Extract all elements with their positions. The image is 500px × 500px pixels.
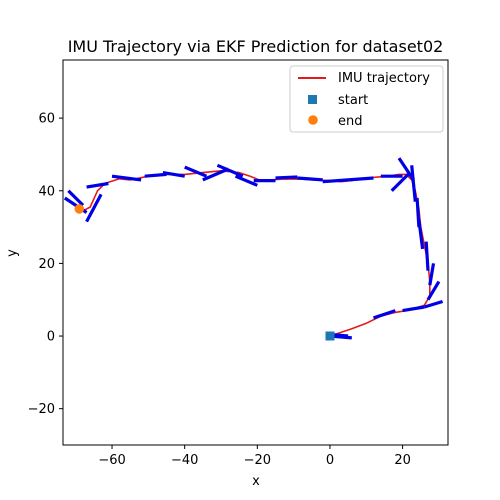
heading-segment-26 [86,181,109,189]
legend-end-label: end [338,114,363,129]
heading-segment-16 [297,176,323,182]
y-tick-label: 40 [38,184,55,199]
heading-segment-15 [322,178,349,184]
heading-segment-25 [111,174,142,182]
x-axis-ticks: −60 −40 −20 0 20 [98,445,411,468]
y-tick-label: 20 [38,257,55,272]
heading-segment-27 [85,193,103,223]
heading-segment-11 [397,157,415,181]
y-axis-title: y [5,249,20,257]
x-tick-label: −60 [98,453,125,468]
markers [74,204,335,341]
start-marker [325,331,335,341]
heading-segment-12 [390,171,412,192]
plot-area [78,170,431,337]
legend-start-swatch [308,95,317,104]
heading-segment-17 [275,175,298,180]
heading-segment-3 [402,305,425,313]
heading-segment-7 [424,241,430,271]
y-tick-label: −20 [28,402,55,417]
heading-segment-28 [67,189,85,207]
legend: IMU trajectory start end [289,65,444,133]
heading-segment-23 [162,171,185,178]
heading-segment-24 [144,172,167,178]
heading-segment-19 [234,174,258,187]
trajectory-line [78,170,431,337]
y-axis-ticks: −20 0 20 40 60 [28,112,63,417]
legend-trajectory-label: IMU trajectory [338,71,430,86]
x-tick-label: 0 [326,453,334,468]
heading-segment-2 [372,309,396,320]
heading-segment-14 [347,176,374,182]
heading-segment-9 [415,197,421,228]
x-tick-label: −40 [171,453,198,468]
heading-segment-21 [202,167,229,182]
x-tick-label: −20 [244,453,271,468]
heading-segment-6 [428,263,436,286]
x-axis-title: x [252,474,260,489]
legend-start-label: start [338,93,368,108]
chart-title: IMU Trajectory via EKF Prediction for da… [68,37,444,56]
plot-frame [62,59,449,446]
legend-end-swatch [308,115,318,125]
heading-segment-4 [423,299,444,309]
heading-segment-5 [426,280,441,301]
heading-segment-22 [184,165,208,178]
legend-box [289,65,444,133]
heading-segment-10 [410,165,417,202]
y-tick-label: 60 [38,112,55,127]
y-tick-label: 0 [47,330,55,345]
heading-segment-20 [216,163,244,178]
end-marker [74,204,85,214]
x-tick-label: 20 [394,453,411,468]
heading-segments [63,157,444,340]
